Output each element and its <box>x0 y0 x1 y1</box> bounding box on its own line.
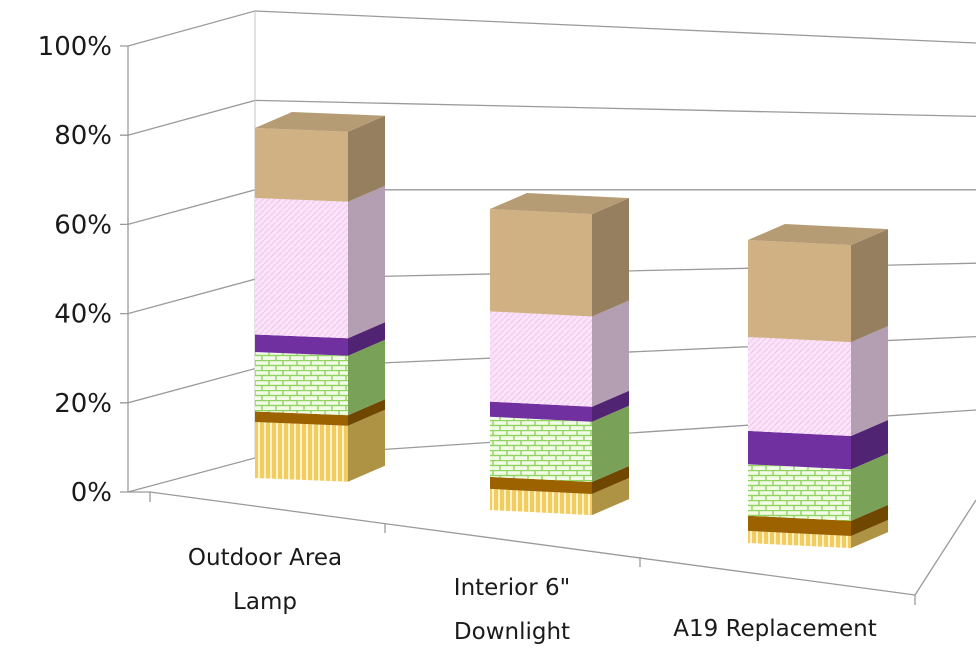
bar-segment <box>748 336 851 437</box>
y-tick-label: 80% <box>54 121 112 151</box>
bar-segment-side <box>592 478 629 516</box>
bar-top-face <box>748 224 888 246</box>
bar-segment <box>255 334 348 356</box>
y-axis-tick-labels: 0% 20% 40% 60% 80% 100% <box>38 32 112 508</box>
bar-stack <box>748 224 888 549</box>
bar-segment <box>255 198 348 339</box>
bar-segment <box>490 401 592 422</box>
bar-segment <box>490 209 592 317</box>
bar-segment <box>255 128 348 202</box>
bar-segment-side <box>851 229 888 343</box>
bar-segment <box>490 488 592 516</box>
bar-segment <box>255 411 348 426</box>
y-tick-label: 20% <box>54 389 112 419</box>
bar-segment-side <box>348 399 385 426</box>
y-tick-label: 40% <box>54 300 112 330</box>
bar-segment-side <box>348 409 385 482</box>
bar-segment-side <box>592 405 629 482</box>
bar-segment-side <box>851 520 888 549</box>
gridline <box>120 99 976 136</box>
bar-segment <box>748 530 851 549</box>
bar-segment-side <box>348 322 385 356</box>
y-tick-label: 0% <box>71 478 112 508</box>
x-category-label: Interior 6" Downlight <box>454 575 570 645</box>
gridline <box>120 189 976 226</box>
floor-front-edge <box>149 491 916 596</box>
bar-segment-side <box>851 420 888 470</box>
gridline <box>120 10 976 47</box>
x-category-label: Outdoor Area Lamp <box>188 545 342 615</box>
y-tick-label: 100% <box>38 32 112 62</box>
bar-segment-side <box>592 300 629 407</box>
bar-segment <box>490 416 592 482</box>
bars-layer <box>255 112 888 549</box>
x-axis-category-labels: Outdoor Area Lamp Interior 6" Downlight A19 … <box>188 545 877 645</box>
x-category-label: A19 Replacement <box>673 616 876 642</box>
bar-segment <box>748 464 851 521</box>
bar-stack <box>255 112 385 482</box>
bar-segment-side <box>592 465 629 495</box>
bar-segment <box>748 430 851 470</box>
grid-layer <box>120 10 976 605</box>
bar-segment-side <box>851 504 888 537</box>
bar-segment-side <box>348 339 385 416</box>
y-tick-label: 60% <box>54 210 112 240</box>
bar-top-face <box>255 112 385 132</box>
bar-top-face <box>490 193 629 215</box>
bar-segment <box>748 515 851 537</box>
bar-segment <box>255 422 348 482</box>
bar-segment-side <box>851 453 888 521</box>
bar-segment-side <box>348 185 385 339</box>
bar-segment-side <box>592 198 629 317</box>
bar-segment <box>255 352 348 416</box>
bar-segment-side <box>851 326 888 437</box>
bar-stack <box>490 193 629 516</box>
bar-segment <box>490 311 592 407</box>
floor-right-edge <box>914 499 976 596</box>
bar-segment <box>490 476 592 495</box>
bar-segment-side <box>348 115 385 202</box>
bar-segment-side <box>592 390 629 422</box>
bar-segment <box>748 240 851 343</box>
